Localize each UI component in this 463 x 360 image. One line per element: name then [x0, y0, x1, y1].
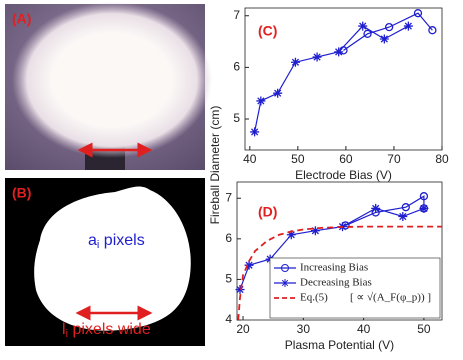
legend: [269, 257, 441, 319]
point: [235, 285, 245, 295]
x-axis-label: Plasma Potential (V): [285, 338, 394, 352]
photo-a: [5, 2, 212, 170]
x-tick-label: 60: [339, 152, 353, 166]
panel-label: (D): [258, 204, 277, 220]
point: [358, 21, 368, 31]
y-tick-label: 6: [233, 60, 240, 74]
y-tick-label: 5: [225, 272, 232, 286]
point: [310, 226, 320, 236]
point: [419, 192, 429, 201]
x-tick-label: 70: [387, 152, 401, 166]
plot-area: [244, 7, 443, 151]
area-label: ai pixels: [88, 232, 145, 251]
point: [334, 47, 344, 57]
x-tick-label: 40: [243, 152, 257, 166]
x-tick-label: 30: [297, 322, 311, 336]
legend-marker: [281, 264, 289, 272]
point: [244, 260, 254, 270]
panel-label: (A): [12, 11, 31, 27]
x-tick-label: 40: [357, 322, 371, 336]
legend-label: Eq.(5): [300, 292, 328, 304]
series-line: [237, 225, 442, 321]
series-line: [343, 12, 433, 51]
y-tick-label: 7: [233, 8, 240, 22]
point: [413, 9, 423, 18]
point: [384, 22, 394, 32]
point: [398, 212, 408, 221]
length-label: li pixels wide: [62, 321, 151, 340]
legend-label: Decreasing Bias: [300, 277, 372, 289]
legend-marker: [281, 279, 289, 287]
point: [286, 230, 296, 240]
point: [401, 203, 410, 212]
legend-note: [ ∝ √(A_F(φ_p)) ]: [350, 292, 431, 304]
legend-label: Increasing Bias: [300, 262, 368, 274]
point: [290, 57, 300, 67]
y-tick-label: 5: [233, 111, 240, 125]
y-tick-label: 4: [225, 312, 232, 326]
point: [312, 52, 322, 62]
point: [273, 88, 283, 98]
y-tick-label: 6: [225, 231, 232, 245]
x-tick-label: 50: [291, 152, 305, 166]
point: [403, 21, 413, 31]
point: [428, 26, 437, 35]
point: [379, 34, 389, 44]
y-axis-label: Fireball Diameter (cm): [208, 106, 222, 225]
point: [371, 203, 381, 213]
panel-label: (C): [258, 23, 277, 39]
panel-label: (B): [12, 185, 31, 201]
x-tick-label: 20: [236, 322, 250, 336]
x-axis-label: Electrode Bias (V): [295, 168, 392, 182]
y-tick-label: 7: [225, 190, 232, 204]
point: [256, 96, 266, 106]
point: [250, 127, 260, 137]
image-b: ai pixels li pixels wide: [5, 178, 205, 346]
x-tick-label: 50: [417, 322, 431, 336]
point: [363, 29, 372, 38]
point: [419, 203, 429, 213]
x-tick-label: 80: [435, 152, 449, 166]
